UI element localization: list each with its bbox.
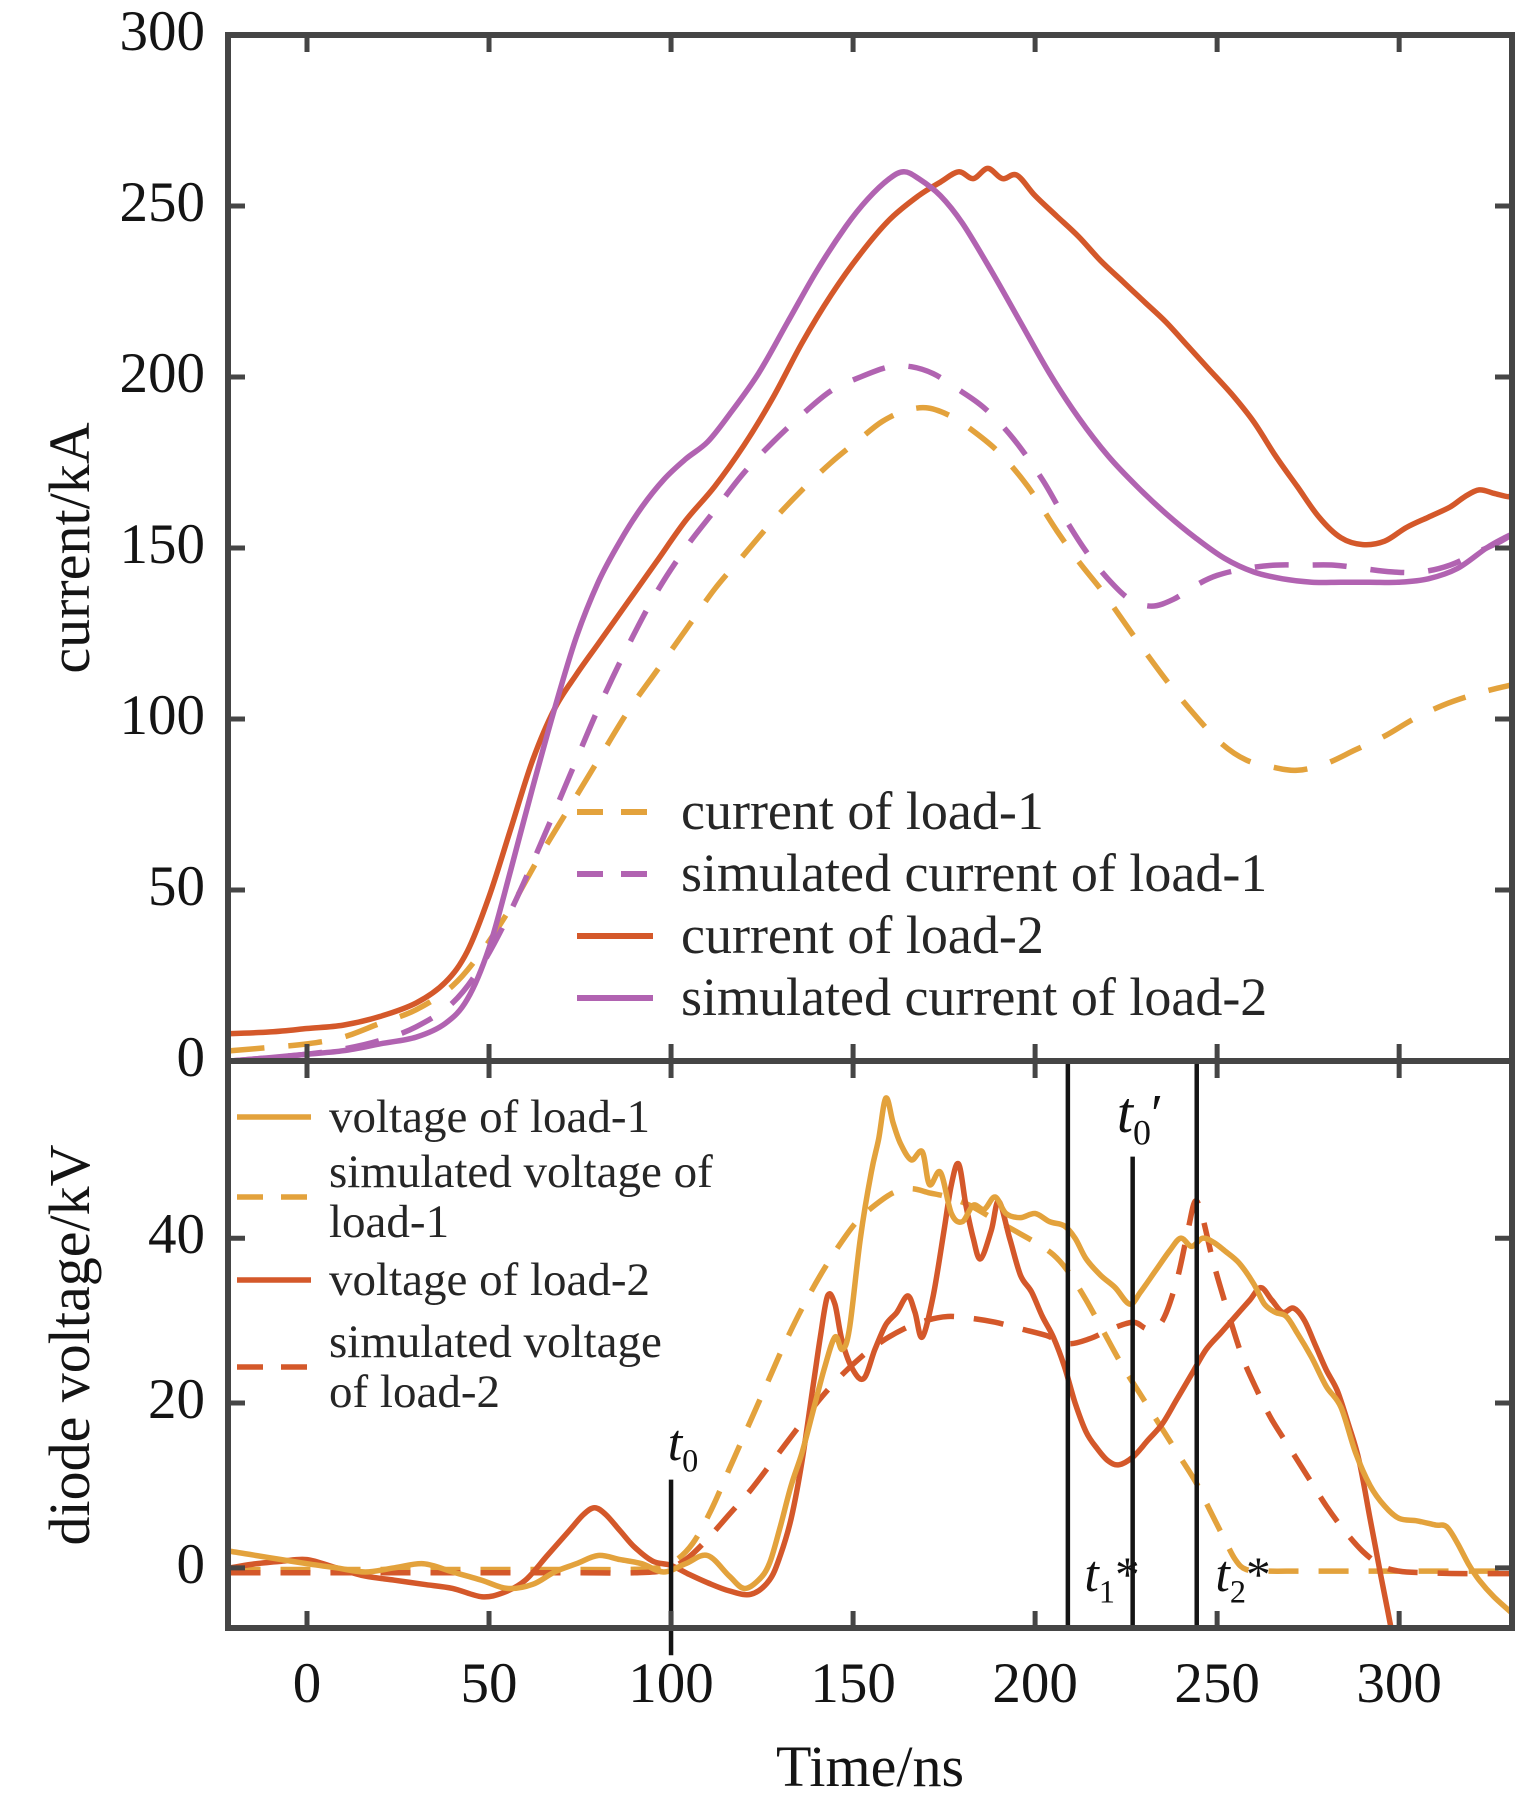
x-tick-label-250: 250 <box>1174 1652 1260 1715</box>
marker-label-t2-star: t2* <box>1215 1546 1271 1610</box>
x-tick-label-300: 300 <box>1356 1652 1442 1715</box>
legend-label: simulated current of load-1 <box>681 843 1268 904</box>
legend-item-current-of-load-1: current of load-1 <box>577 770 1044 854</box>
legend-label: current of load-1 <box>681 781 1044 842</box>
series-current-of-load-2 <box>228 165 1512 1037</box>
legend-label: voltage of load-1 <box>329 1090 651 1143</box>
legend-label: current of load-2 <box>681 905 1044 966</box>
marker-label-t0-prime: t0′ <box>1116 1080 1164 1153</box>
legend-label: simulated current of load-2 <box>681 967 1268 1028</box>
y-tick-label-top-250: 250 <box>119 171 206 234</box>
legend-label: voltage of load-2 <box>329 1253 651 1306</box>
series-simulated-current-of-load-1 <box>230 362 1512 1061</box>
y-tick-label-top-100: 100 <box>119 684 206 747</box>
legend-line-sample <box>577 809 653 815</box>
legend-line-sample <box>237 1364 311 1370</box>
legend-item-simulated-current-of-load-1: simulated current of load-1 <box>577 832 1267 916</box>
y-tick-label-bottom-40: 40 <box>148 1203 205 1267</box>
series-simulated-current-of-load-2 <box>228 169 1512 1061</box>
y-tick-label-top-150: 150 <box>119 513 206 576</box>
y-tick-label-top-200: 200 <box>119 342 206 405</box>
legend-line-sample <box>237 1194 311 1200</box>
x-tick-label-0: 0 <box>292 1652 322 1715</box>
y-tick-label-top-300: 300 <box>119 0 206 63</box>
x-tick-label-150: 150 <box>810 1652 896 1715</box>
legend-line-sample <box>237 1277 311 1283</box>
series-voltage-of-load-2 <box>228 1160 1394 1628</box>
x-tick-label-100: 100 <box>628 1652 714 1715</box>
series-simulated-voltage-of-load-2 <box>230 1198 1512 1577</box>
y-tick-label-bottom-0: 0 <box>176 1532 206 1596</box>
legend-line-sample <box>237 1114 311 1120</box>
legend-item-voltage-of-load-2: voltage of load-2 <box>237 1238 650 1322</box>
legend-line-sample <box>577 933 653 939</box>
legend-item-simulated-voltage: simulated voltage of load-2 <box>237 1317 662 1417</box>
legend-line-sample <box>577 995 653 1001</box>
marker-label-t1-star: t1* <box>1084 1546 1140 1610</box>
legend-line-sample <box>577 871 653 877</box>
legend-item-simulated-voltage-of: simulated voltage of load-1 <box>237 1147 713 1247</box>
legend-item-voltage-of-load-1: voltage of load-1 <box>237 1075 650 1159</box>
legend-label: simulated voltage of load-2 <box>329 1315 662 1418</box>
bottom-panel-border <box>225 1058 1515 1631</box>
y-tick-label-top-50: 50 <box>148 855 205 918</box>
y-tick-label-bottom-20: 20 <box>148 1368 205 1431</box>
series-simulated-voltage-of-load-1 <box>230 1185 1512 1574</box>
legend-item-simulated-current-of-load-2: simulated current of load-2 <box>577 956 1267 1040</box>
y-tick-label-top-0: 0 <box>176 1026 206 1089</box>
x-tick-label-50: 50 <box>460 1652 518 1715</box>
marker-label-t0: t0 <box>667 1415 699 1479</box>
x-axis-title: Time/ns <box>775 1734 965 1799</box>
x-tick-label-200: 200 <box>992 1652 1078 1715</box>
legend-label: simulated voltage of load-1 <box>329 1145 713 1248</box>
series-current-of-load-1 <box>230 404 1512 1054</box>
series-voltage-of-load-1 <box>228 1095 1512 1616</box>
legend-item-current-of-load-2: current of load-2 <box>577 894 1044 978</box>
